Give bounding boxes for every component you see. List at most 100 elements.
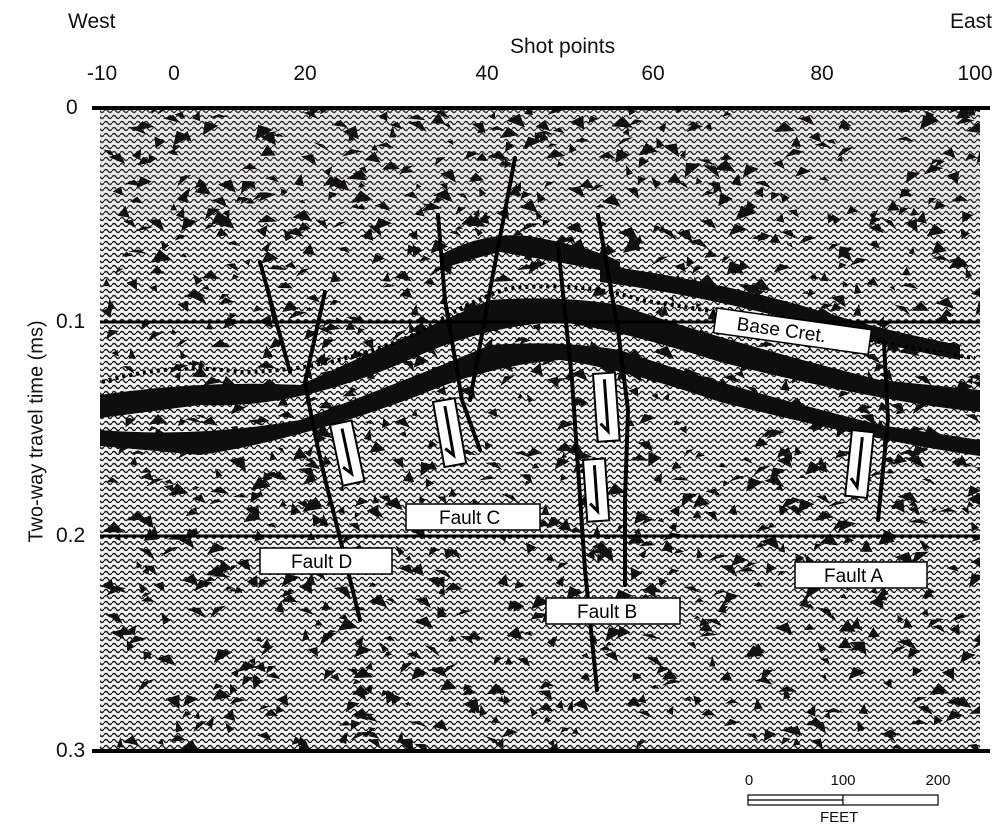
wiggle-mark	[329, 299, 341, 306]
wiggle-mark	[300, 154, 317, 167]
wiggle-mark	[123, 219, 137, 229]
fault-d-label: Fault D	[291, 552, 352, 573]
wiggle-mark	[339, 720, 353, 726]
wiggle-mark	[775, 213, 785, 223]
wiggle-mark	[408, 230, 418, 241]
wiggle-mark	[896, 638, 917, 650]
wiggle-mark	[814, 510, 835, 522]
wiggle-mark	[966, 122, 980, 134]
wiggle-mark	[679, 149, 686, 159]
wiggle-mark	[830, 303, 843, 313]
wiggle-mark	[960, 229, 970, 240]
wiggle-mark	[696, 548, 704, 559]
wiggle-mark	[414, 597, 432, 609]
wiggle-mark	[966, 373, 980, 381]
wiggle-mark	[753, 186, 764, 198]
wiggle-mark	[473, 208, 480, 218]
wiggle-mark	[308, 496, 323, 507]
wiggle-mark	[338, 731, 348, 745]
wiggle-mark	[764, 475, 785, 488]
wiggle-mark	[863, 353, 881, 364]
wiggle-mark	[755, 676, 773, 685]
wiggle-mark	[127, 126, 148, 135]
wiggle-mark	[133, 121, 155, 131]
wiggle-mark	[125, 417, 136, 428]
wiggle-mark	[605, 243, 616, 256]
wiggle-mark	[402, 470, 415, 482]
wiggle-mark	[165, 694, 180, 710]
wiggle-mark	[425, 478, 435, 488]
wiggle-mark	[106, 329, 120, 340]
wiggle-mark	[819, 674, 828, 681]
wiggle-mark	[235, 559, 251, 572]
wiggle-mark	[514, 451, 531, 458]
wiggle-mark	[253, 416, 270, 424]
wiggle-mark	[676, 229, 693, 243]
wiggle-mark	[591, 284, 608, 297]
wiggle-mark	[484, 441, 493, 451]
wiggle-mark	[854, 407, 871, 415]
wiggle-mark	[627, 532, 646, 544]
wiggle-mark	[928, 197, 937, 205]
wiggle-mark	[933, 715, 943, 726]
wiggle-mark	[522, 136, 542, 150]
wiggle-mark	[638, 549, 647, 559]
wiggle-mark	[352, 685, 370, 695]
wiggle-mark	[656, 137, 665, 149]
wiggle-mark	[858, 703, 869, 715]
wiggle-mark	[598, 151, 616, 159]
wiggle-mark	[616, 137, 634, 147]
wiggle-mark	[114, 268, 124, 274]
wiggle-mark	[479, 704, 487, 716]
wiggle-mark	[657, 517, 665, 523]
wiggle-mark	[625, 187, 639, 199]
wiggle-mark	[415, 314, 429, 322]
wiggle-mark	[272, 133, 285, 138]
wiggle-mark	[514, 580, 525, 589]
wiggle-mark	[398, 564, 414, 575]
wiggle-mark	[364, 419, 376, 425]
wiggle-mark	[461, 214, 480, 226]
wiggle-mark	[392, 457, 404, 469]
wiggle-mark	[723, 606, 729, 611]
wiggle-mark	[100, 579, 116, 592]
wiggle-mark	[595, 204, 605, 208]
wiggle-mark	[904, 219, 918, 233]
wiggle-mark	[497, 573, 509, 587]
wiggle-mark	[530, 611, 544, 620]
wiggle-mark	[486, 683, 508, 695]
wiggle-mark	[819, 272, 829, 282]
wiggle-mark	[180, 217, 198, 232]
wiggle-mark	[546, 143, 558, 149]
wiggle-mark	[330, 270, 341, 283]
reflector-band	[440, 235, 620, 274]
wiggle-mark	[555, 575, 565, 587]
wiggle-mark	[463, 150, 479, 160]
wiggle-mark	[637, 694, 647, 704]
wiggle-mark	[820, 658, 831, 666]
wiggle-mark	[274, 601, 285, 613]
wiggle-mark	[321, 339, 335, 350]
wiggle-mark	[182, 187, 191, 198]
wiggle-mark	[242, 163, 258, 170]
wiggle-mark	[488, 125, 505, 131]
wiggle-mark	[298, 199, 306, 204]
wiggle-mark	[257, 214, 278, 223]
wiggle-mark	[365, 662, 374, 671]
wiggle-mark	[493, 274, 514, 282]
wiggle-mark	[891, 500, 907, 511]
wiggle-mark	[790, 136, 802, 147]
wiggle-mark	[449, 230, 462, 236]
wiggle-mark	[838, 619, 856, 632]
wiggle-mark	[683, 448, 694, 458]
wiggle-mark	[112, 186, 124, 196]
wiggle-mark	[203, 376, 223, 386]
wiggle-mark	[923, 164, 944, 175]
wiggle-mark	[399, 287, 413, 298]
wiggle-mark	[342, 390, 357, 397]
wiggle-mark	[959, 651, 976, 664]
wiggle-mark	[497, 695, 504, 703]
wiggle-mark	[254, 661, 266, 673]
wiggle-mark	[638, 157, 650, 168]
wiggle-mark	[409, 721, 428, 728]
